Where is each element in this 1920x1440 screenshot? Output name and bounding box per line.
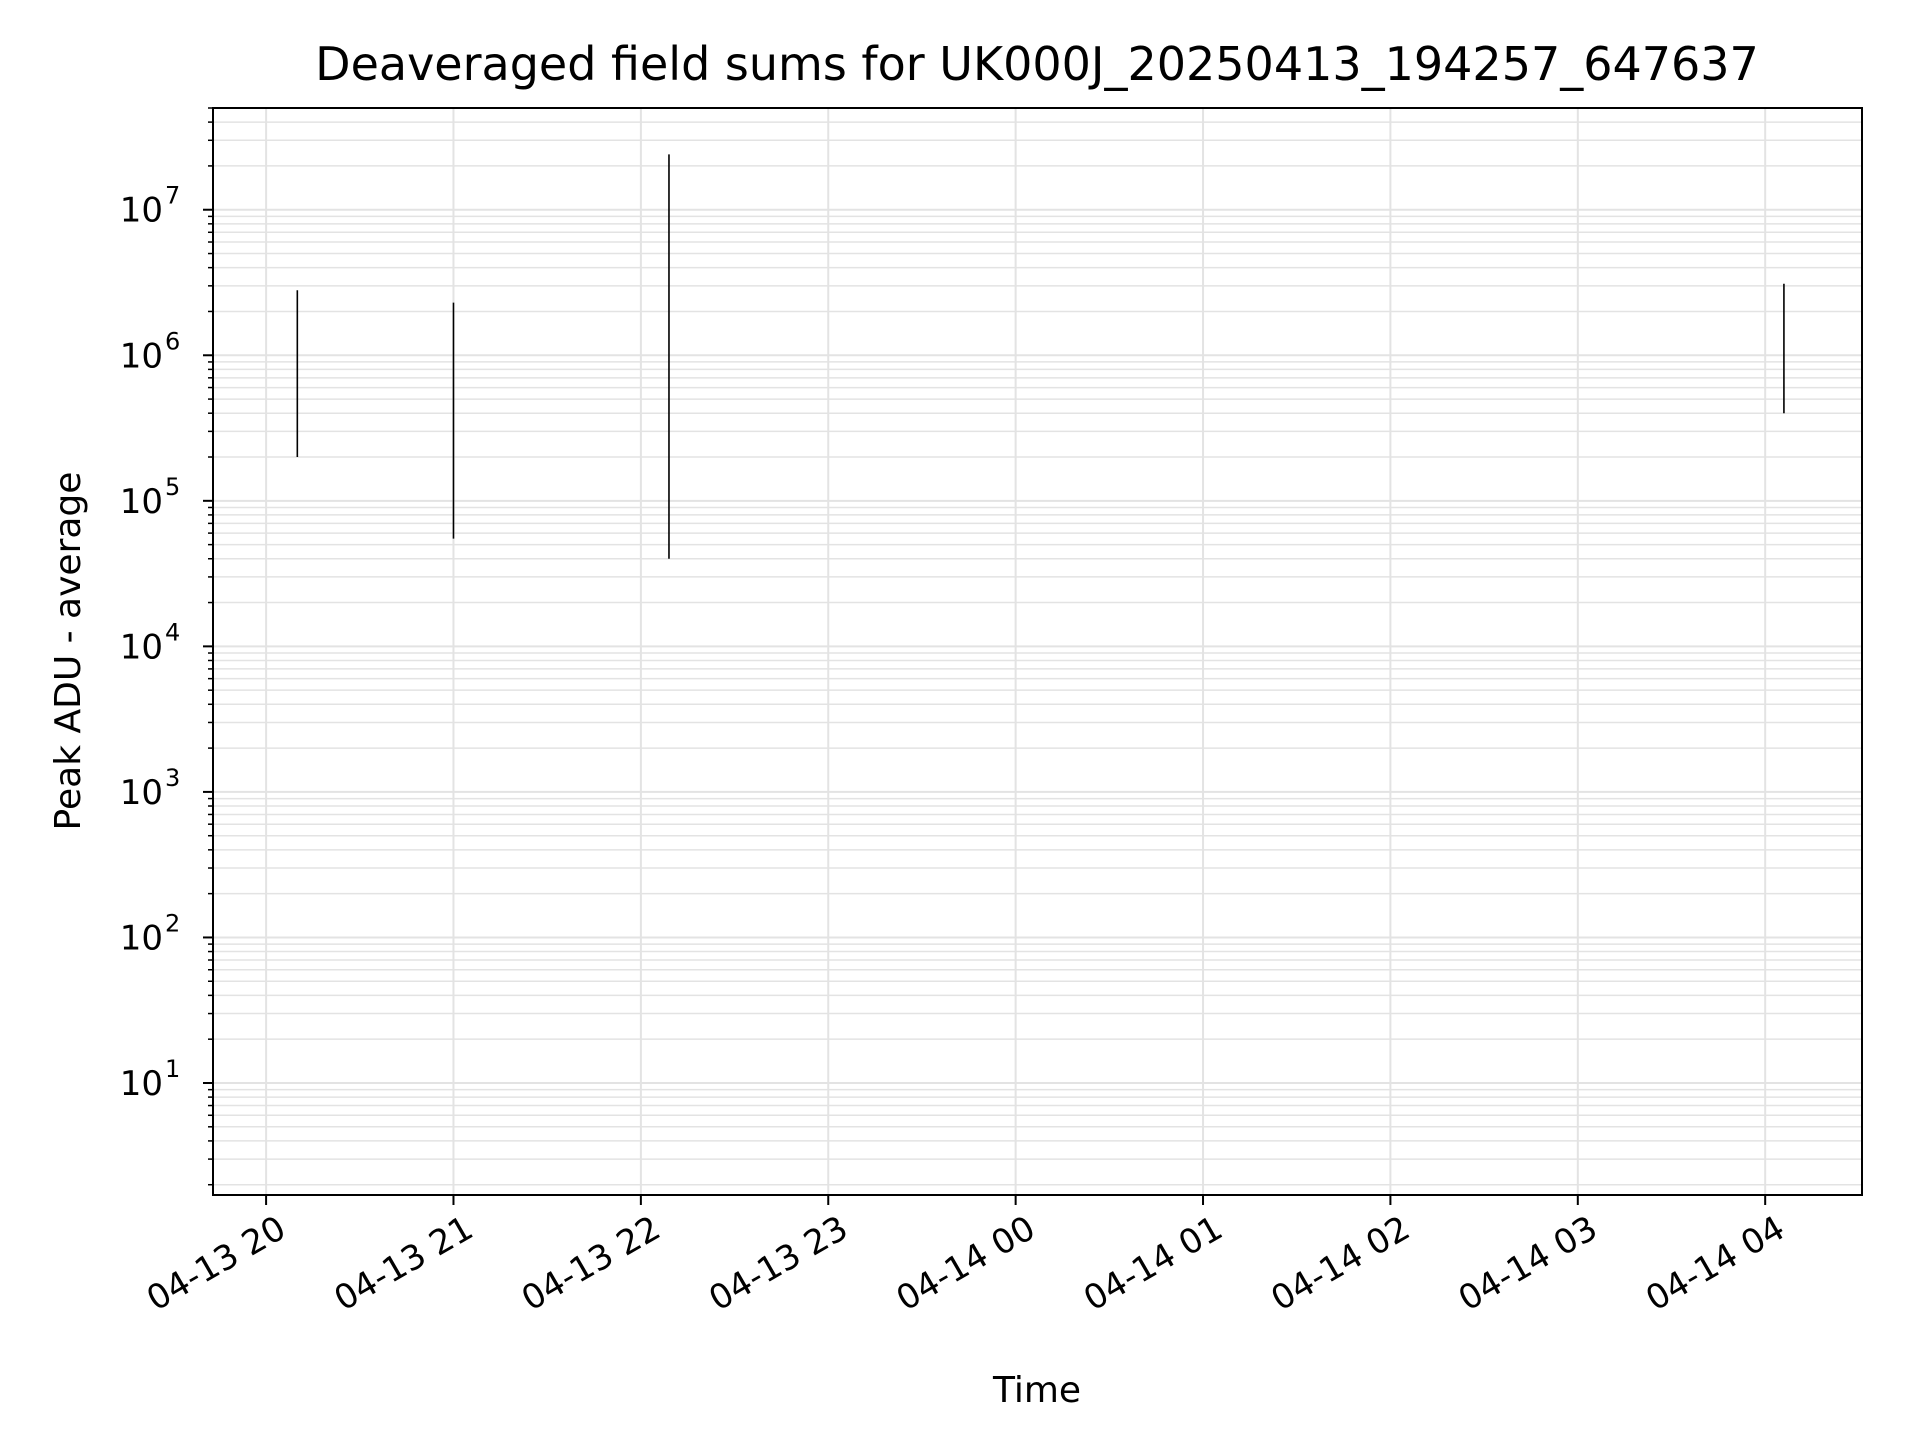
y-tick-exponent: 1 <box>165 1055 180 1083</box>
y-tick-label: 10 <box>120 1064 163 1104</box>
y-tick-label: 10 <box>120 773 163 813</box>
grid-lines <box>213 107 1862 1195</box>
y-tick-label: 10 <box>120 336 163 376</box>
y-tick-exponent: 7 <box>165 182 180 210</box>
y-tick-base: 10 <box>120 336 163 376</box>
y-tick-base: 10 <box>120 918 163 958</box>
y-axis-label: Peak ADU - average <box>48 472 89 831</box>
data-series <box>297 154 1785 559</box>
y-tick-label: 10 <box>120 627 163 667</box>
y-tick-label: 10 <box>120 191 163 231</box>
y-tick-base: 10 <box>120 191 163 231</box>
y-tick-exponent: 6 <box>165 327 180 355</box>
y-tick-exponent: 3 <box>165 764 180 792</box>
y-tick-exponent: 5 <box>165 473 180 501</box>
y-tick-base: 10 <box>120 482 163 522</box>
y-tick-label: 10 <box>120 918 163 958</box>
plot-frame <box>212 107 1863 1196</box>
x-axis-label: Time <box>992 1370 1081 1411</box>
chart-title: Deaveraged field sums for UK000J_2025041… <box>315 37 1759 91</box>
y-tick-exponent: 2 <box>165 909 180 937</box>
y-tick-base: 10 <box>120 1064 163 1104</box>
y-tick-exponent: 4 <box>165 618 180 646</box>
y-tick-base: 10 <box>120 627 163 667</box>
y-tick-label: 10 <box>120 482 163 522</box>
y-tick-base: 10 <box>120 773 163 813</box>
